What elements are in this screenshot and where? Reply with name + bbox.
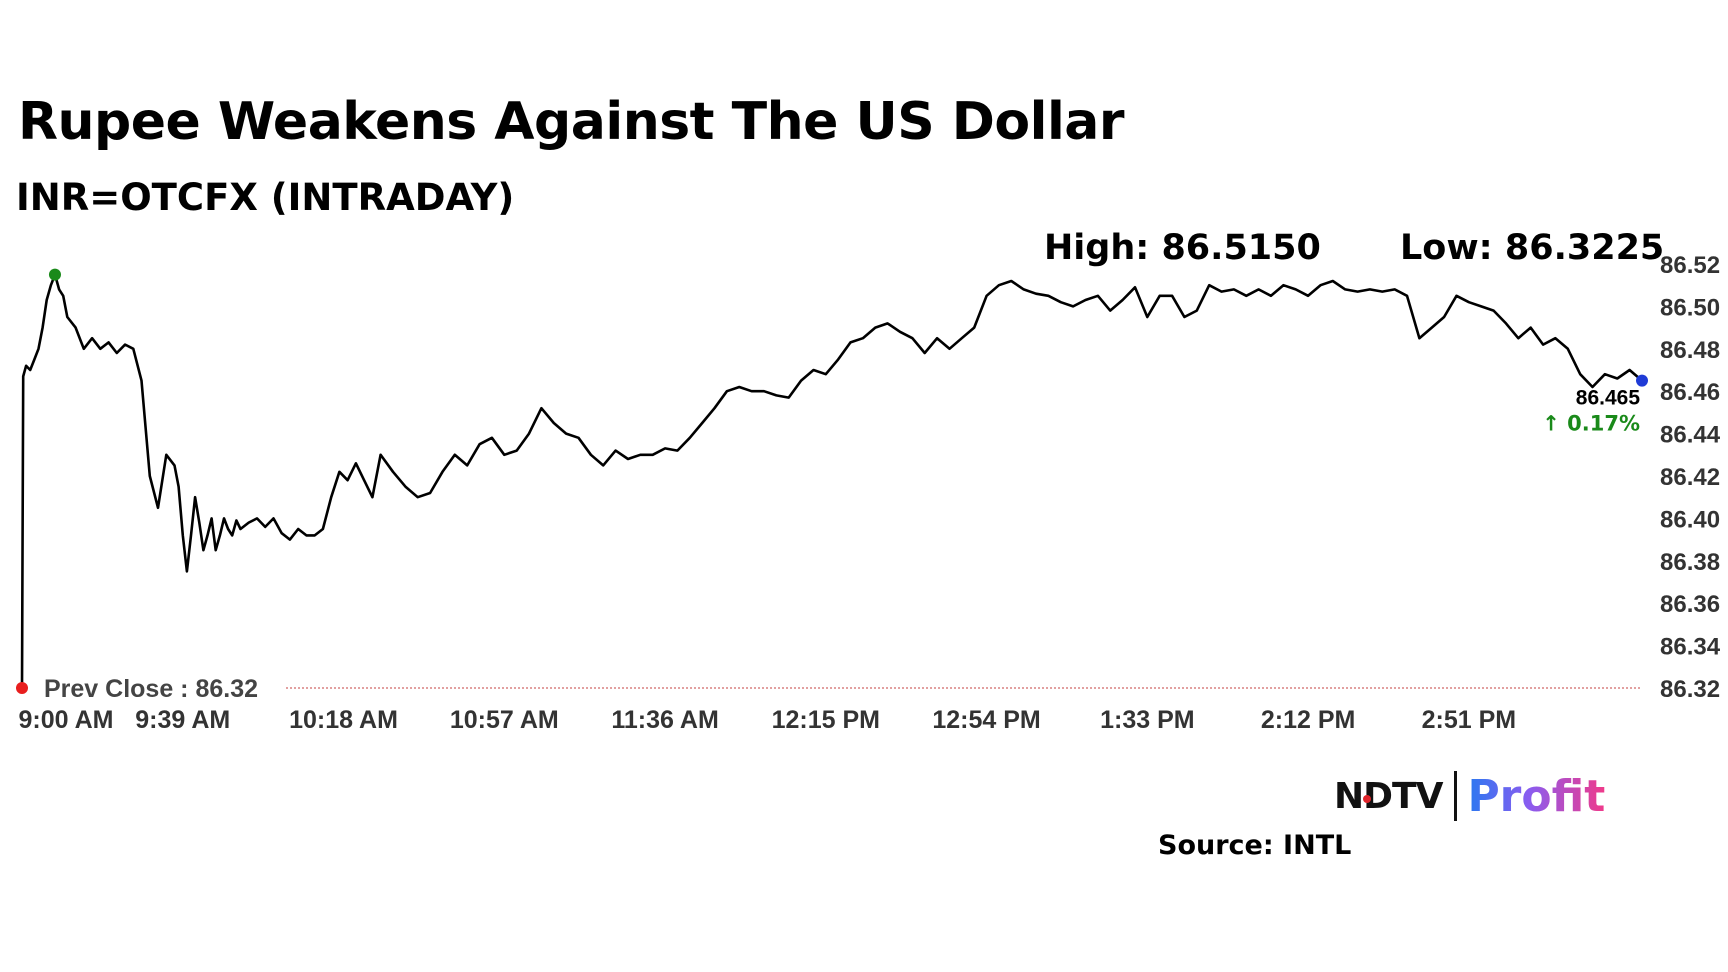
- last-value-label: 86.465: [1576, 387, 1641, 410]
- y-tick-label: 86.50: [1660, 294, 1720, 321]
- logo-profit: Profit: [1467, 770, 1606, 822]
- x-tick-label: 10:18 AM: [289, 706, 398, 734]
- y-tick-label: 86.38: [1660, 549, 1720, 576]
- y-tick-label: 86.34: [1660, 634, 1721, 661]
- ndtv-profit-logo: NDTV Profit: [1334, 770, 1605, 822]
- markers: [16, 268, 1648, 694]
- high-point-marker: [48, 268, 61, 281]
- logo-ndtv: NDTV: [1334, 775, 1443, 817]
- x-tick-label: 9:00 AM: [19, 706, 114, 734]
- y-tick-label: 86.52: [1660, 252, 1720, 279]
- y-tick-label: 86.36: [1660, 591, 1720, 618]
- y-tick-label: 86.40: [1660, 506, 1720, 533]
- x-tick-label: 12:54 PM: [932, 706, 1040, 734]
- series-line: [20, 273, 1643, 689]
- prev-close: Prev Close : 86.32: [44, 675, 1640, 703]
- x-axis: 9:00 AM 9:39 AM 10:18 AM 10:57 AM 11:36 AM 12…: [19, 706, 1517, 734]
- y-tick-label: 86.44: [1660, 422, 1721, 449]
- x-tick-label: 12:15 PM: [772, 706, 880, 734]
- chart-subtitle: INR=OTCFX (INTRADAY): [16, 176, 515, 219]
- end-labels: 86.465↑ 0.17%: [1542, 387, 1640, 436]
- low-label: Low: 86.3225: [1400, 228, 1665, 268]
- x-tick-label: 11:36 AM: [611, 706, 718, 734]
- x-tick-label: 2:51 PM: [1422, 706, 1516, 734]
- change-percent-label: ↑ 0.17%: [1542, 412, 1640, 436]
- end-point-marker: [1636, 374, 1648, 387]
- y-tick-label: 86.32: [1660, 676, 1720, 703]
- x-tick-label: 2:12 PM: [1261, 706, 1355, 734]
- y-axis: 86.52 86.50 86.48 86.46 86.44 86.42 86.40 86.38…: [1660, 252, 1721, 703]
- y-tick-label: 86.42: [1660, 464, 1720, 491]
- x-tick-label: 10:57 AM: [450, 706, 559, 734]
- high-label: High: 86.5150: [1044, 228, 1321, 268]
- chart-title: Rupee Weakens Against The US Dollar: [18, 92, 1125, 152]
- x-tick-label: 1:33 PM: [1100, 706, 1194, 734]
- series: [20, 273, 1643, 689]
- prev-close-label: Prev Close : 86.32: [44, 675, 258, 703]
- source-note: Source: INTL: [1158, 830, 1352, 861]
- logo-divider: [1454, 771, 1458, 821]
- logo-dot: [1363, 794, 1371, 803]
- y-tick-label: 86.48: [1660, 337, 1720, 364]
- start-point-marker: [16, 682, 28, 694]
- y-tick-label: 86.46: [1660, 379, 1720, 406]
- x-tick-label: 9:39 AM: [135, 706, 230, 734]
